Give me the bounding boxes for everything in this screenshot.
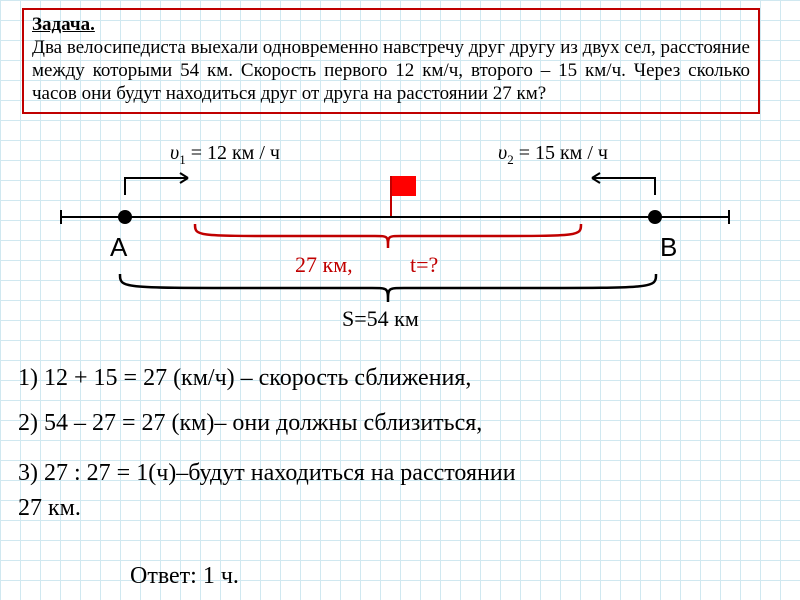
tick-left-end — [60, 210, 62, 224]
v1-value: = 12 км / ч — [186, 142, 280, 164]
answer: Ответ: 1 ч. — [130, 563, 239, 590]
arrow-left-cyclist — [120, 170, 200, 200]
v2-value: = 15 км / ч — [514, 142, 608, 164]
step-2: 2) 54 – 27 = 27 (км)– они должны сблизит… — [18, 410, 482, 437]
distance-54-label: S=54 км — [342, 306, 419, 332]
axis-line — [60, 216, 730, 218]
problem-title: Задача. — [32, 14, 95, 35]
point-b-dot — [648, 210, 662, 224]
v1-label: υ — [170, 142, 179, 164]
step-3b: 27 км. — [18, 495, 81, 522]
arrow-right-cyclist — [580, 170, 660, 200]
step-3a: 3) 27 : 27 = 1(ч)–будут находиться на ра… — [18, 460, 516, 487]
tick-right-end — [728, 210, 730, 224]
problem-box: Задача. Два велосипедиста выехали одновр… — [22, 8, 760, 114]
problem-text: Два велосипедиста выехали одновременно н… — [32, 36, 750, 106]
v1-formula: υ1 = 12 км / ч — [170, 142, 280, 168]
label-b: B — [660, 232, 677, 263]
brace-27km — [190, 222, 590, 252]
label-a: A — [110, 232, 127, 263]
step-1: 1) 12 + 15 = 27 (км/ч) – скорость сближе… — [18, 365, 471, 392]
diagram: υ1 = 12 км / ч υ2 = 15 км / ч A B 27 км,… — [60, 140, 740, 340]
v2-label: υ — [498, 142, 507, 164]
brace-54km — [110, 272, 670, 306]
point-a-dot — [118, 210, 132, 224]
v2-formula: υ2 = 15 км / ч — [498, 142, 608, 168]
